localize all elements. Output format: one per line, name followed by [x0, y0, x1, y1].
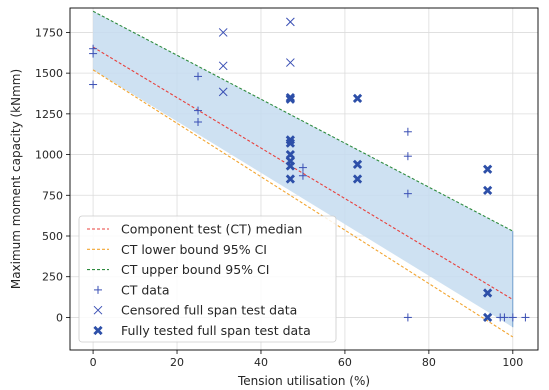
x-tick-label: 80: [422, 356, 436, 369]
data-point-1: [218, 61, 228, 71]
data-point-2: [285, 138, 295, 148]
legend-label: Fully tested full span test data: [121, 323, 311, 338]
y-tick-label: 750: [42, 189, 63, 202]
data-point-0: [403, 152, 412, 161]
data-point-0: [403, 313, 412, 322]
lines: [92, 10, 514, 338]
legend: Component test (CT) median CT lower bound…: [78, 215, 337, 343]
y-tick-label: 1250: [35, 108, 63, 121]
data-point-0: [89, 49, 98, 58]
data-point-0: [298, 163, 307, 172]
y-tick-label: 500: [42, 230, 63, 243]
data-point-0: [500, 313, 509, 322]
data-point-0: [508, 313, 517, 322]
legend-marker: [93, 325, 103, 336]
legend-marker: [94, 285, 102, 294]
data-point-0: [194, 118, 203, 126]
data-point-2: [285, 149, 295, 160]
y-tick-label: 1500: [35, 67, 63, 80]
data-point-2: [483, 164, 493, 174]
y-axis-label: Maximum moment capacity (kNmm): [9, 69, 23, 289]
points: [89, 17, 530, 323]
y-tick-label: 1750: [35, 26, 63, 39]
data-point-1: [218, 87, 228, 97]
data-point-2: [483, 312, 493, 323]
data-point-2: [352, 93, 363, 104]
legend-label: CT upper bound 95% CI: [121, 262, 269, 277]
y-tick-label: 1000: [35, 149, 63, 162]
x-tick-label: 100: [502, 356, 523, 369]
data-point-2: [352, 159, 363, 169]
data-point-0: [403, 127, 412, 136]
data-point-0: [521, 313, 530, 322]
x-axis-label: Tension utilisation (%): [237, 374, 370, 388]
data-point-1: [218, 28, 228, 37]
series-line-0: [92, 46, 514, 300]
data-point-0: [194, 106, 203, 115]
x-tick-label: 0: [90, 356, 97, 369]
legend-label: Censored full span test data: [121, 303, 297, 318]
data-point-2: [285, 161, 295, 171]
series-line-1: [92, 69, 514, 338]
legend-marker: [93, 305, 103, 315]
legend-label: CT lower bound 95% CI: [121, 242, 267, 257]
legend-label: CT data: [121, 282, 170, 297]
data-point-2: [483, 185, 493, 196]
x-tick-label: 60: [338, 356, 352, 369]
x-tick-label: 40: [254, 356, 268, 369]
data-point-2: [285, 174, 295, 184]
legend-box: [78, 215, 337, 343]
data-point-1: [286, 58, 295, 67]
data-point-0: [403, 189, 412, 198]
legend-label: Component test (CT) median: [121, 222, 302, 237]
data-point-1: [286, 17, 295, 27]
y-tick-label: 250: [42, 271, 63, 284]
data-point-0: [89, 80, 98, 89]
data-point-2: [483, 288, 493, 298]
data-point-0: [194, 72, 203, 81]
data-point-0: [298, 171, 307, 180]
series-line-2: [92, 10, 514, 232]
x-tick-label: 20: [170, 356, 184, 369]
grid: [70, 8, 538, 350]
data-point-2: [352, 174, 363, 184]
y-tick-label: 0: [56, 311, 63, 324]
data-point-2: [285, 94, 295, 104]
plot-frame: [69, 7, 539, 351]
